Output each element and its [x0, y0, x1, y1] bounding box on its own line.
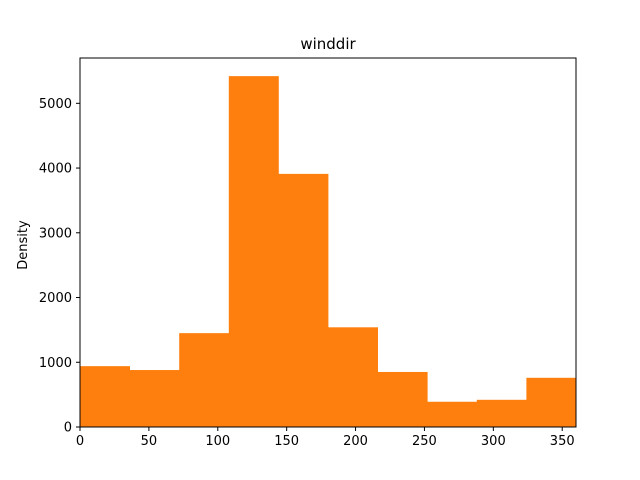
histogram-bar	[427, 401, 478, 427]
y-tick-label: 0	[64, 421, 72, 436]
plot-frame	[79, 57, 577, 428]
y-tick-label: 1000	[39, 356, 72, 371]
x-tick-label: 150	[274, 434, 299, 449]
histogram-bar	[179, 333, 230, 427]
bars-group	[80, 76, 577, 427]
x-tick-label: 200	[343, 434, 368, 449]
y-axis-label: Density	[16, 220, 31, 270]
histogram-bar	[278, 173, 329, 427]
x-tick-label: 100	[205, 434, 230, 449]
x-axis-ticks: 0 50 100 150 200 250 300 350	[76, 427, 575, 449]
histogram-bar	[328, 327, 378, 427]
y-axis-ticks: 0 1000 2000 3000 4000 5000	[39, 97, 80, 436]
y-tick-label: 2000	[39, 291, 72, 306]
histogram-bar	[228, 76, 279, 427]
histogram-bar	[526, 377, 577, 427]
histogram-bar	[129, 370, 180, 427]
x-tick-label: 50	[141, 434, 158, 449]
y-tick-label: 4000	[39, 162, 72, 177]
chart-title: winddir	[300, 35, 356, 53]
histogram-bar	[476, 399, 527, 427]
histogram-bar	[80, 366, 130, 427]
y-tick-label: 5000	[39, 97, 72, 112]
x-tick-label: 300	[481, 434, 506, 449]
x-tick-label: 0	[76, 434, 84, 449]
x-tick-label: 250	[412, 434, 437, 449]
histogram-bar	[377, 371, 428, 427]
y-tick-label: 3000	[39, 226, 72, 241]
x-tick-label: 350	[550, 434, 575, 449]
